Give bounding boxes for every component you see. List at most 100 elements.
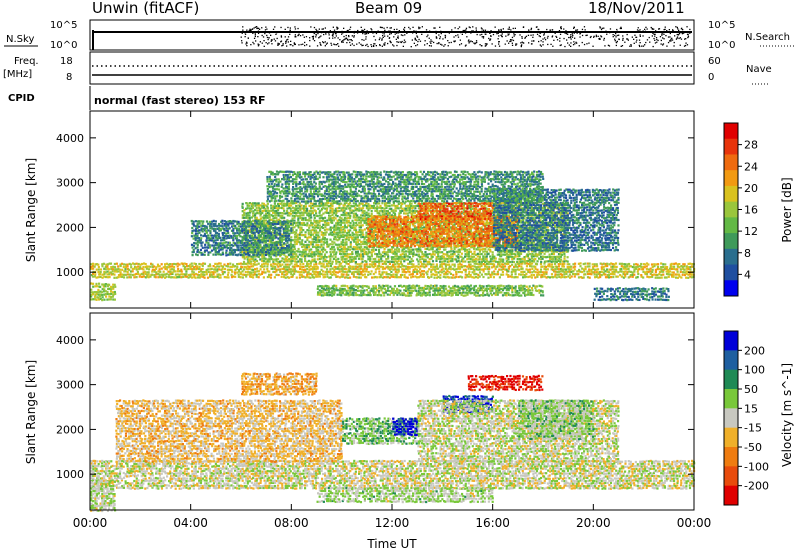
heatmap-cell (331, 210, 334, 213)
heatmap-cell (468, 248, 471, 251)
heatmap-cell (328, 276, 331, 279)
nsky-dot (280, 40, 283, 42)
heatmap-cell (396, 224, 399, 227)
heatmap-cell (682, 263, 685, 266)
nsky-dot (454, 40, 456, 42)
heatmap-cell (544, 265, 548, 269)
nsky-dot (475, 40, 478, 42)
heatmap-cell (507, 274, 510, 277)
nsky-dot (505, 35, 507, 37)
nsky-dot (641, 45, 643, 47)
heatmap-cell (164, 263, 167, 266)
nsky-dot (508, 42, 510, 44)
heatmap-cell (259, 219, 262, 222)
nsky-dot (569, 36, 571, 39)
nsky-dot (689, 32, 692, 34)
nsky-dot (670, 38, 672, 40)
heatmap-cell (369, 228, 372, 231)
heatmap-cell (426, 243, 429, 246)
heatmap-cell (271, 267, 274, 270)
heatmap-cell (202, 262, 205, 265)
heatmap-cell (496, 270, 499, 273)
heatmap-cell (222, 265, 225, 268)
nsky-dot (345, 37, 347, 39)
heatmap-cell (450, 276, 453, 279)
heatmap-cell (460, 266, 464, 269)
heatmap-cell (363, 252, 366, 256)
heatmap-cell (106, 265, 109, 268)
heatmap-cell (284, 263, 287, 266)
heatmap-cell (349, 233, 352, 237)
nsky-dot (653, 28, 655, 30)
heatmap-cell (219, 262, 222, 265)
heatmap-cell (424, 258, 427, 261)
heatmap-cell (510, 273, 513, 276)
heatmap-cell (245, 256, 248, 259)
nsky-dot (620, 27, 622, 30)
heatmap-cell (446, 251, 449, 254)
heatmap-cell (297, 260, 300, 263)
heatmap-cell (685, 267, 688, 270)
heatmap-cell (182, 275, 185, 279)
nsky-dot (451, 29, 453, 31)
heatmap-cell (309, 262, 312, 265)
nsky-dot (256, 26, 258, 28)
heatmap-cell (466, 238, 469, 241)
heatmap-cell (358, 221, 361, 224)
heatmap-cell (256, 252, 259, 255)
heatmap-cell (462, 268, 465, 271)
heatmap-cell (365, 238, 368, 242)
heatmap-cell (536, 271, 539, 274)
nsky-dot (323, 33, 325, 36)
heatmap-cell (315, 231, 318, 234)
heatmap-cell (369, 238, 372, 241)
heatmap-cell (325, 223, 329, 227)
heatmap-cell (689, 275, 692, 278)
heatmap-cell (559, 273, 562, 276)
heatmap-cell (424, 233, 427, 237)
nsky-dot (285, 40, 287, 43)
freq-left-tick-bottom: 8 (66, 72, 72, 83)
nsky-dot (638, 39, 641, 41)
heatmap-cell (252, 265, 255, 268)
nsky-dot (372, 32, 374, 34)
heatmap-cell (169, 273, 172, 276)
heatmap-cell (299, 243, 302, 246)
heatmap-cell (584, 273, 587, 276)
heatmap-cell (210, 267, 213, 271)
heatmap-cell (655, 263, 658, 266)
heatmap-cell (413, 205, 417, 208)
heatmap-cell (299, 260, 302, 263)
nsky-dot (568, 36, 570, 39)
heatmap-cell (313, 235, 316, 239)
nsky-dot (654, 33, 656, 35)
nsky-dot (521, 44, 523, 46)
heatmap-cell (264, 216, 267, 219)
heatmap-cell (376, 253, 379, 256)
nsky-dot (639, 34, 641, 36)
heatmap-cell (455, 260, 458, 263)
nsky-dot (373, 31, 376, 34)
nsky-dot (519, 34, 521, 36)
heatmap-cell (449, 253, 452, 256)
heatmap-cell (408, 211, 411, 214)
heatmap-cell (383, 212, 386, 215)
heatmap-cell (423, 205, 426, 208)
heatmap-cell (372, 241, 375, 244)
heatmap-cell (396, 246, 399, 249)
heatmap-cell (185, 273, 188, 276)
heatmap-cell (642, 268, 645, 271)
heatmap-cell (558, 270, 561, 273)
heatmap-cell (317, 241, 320, 244)
heatmap-cell (243, 223, 246, 226)
heatmap-cell (439, 273, 442, 277)
heatmap-cell (330, 219, 334, 222)
heatmap-cell (397, 259, 400, 263)
heatmap-cell (115, 268, 118, 271)
heatmap-cell (275, 255, 278, 258)
heatmap-cell (216, 268, 219, 271)
nsky-dot (286, 45, 288, 47)
heatmap-cell (252, 233, 255, 236)
heatmap-cell (208, 275, 212, 278)
heatmap-cell (290, 260, 293, 263)
